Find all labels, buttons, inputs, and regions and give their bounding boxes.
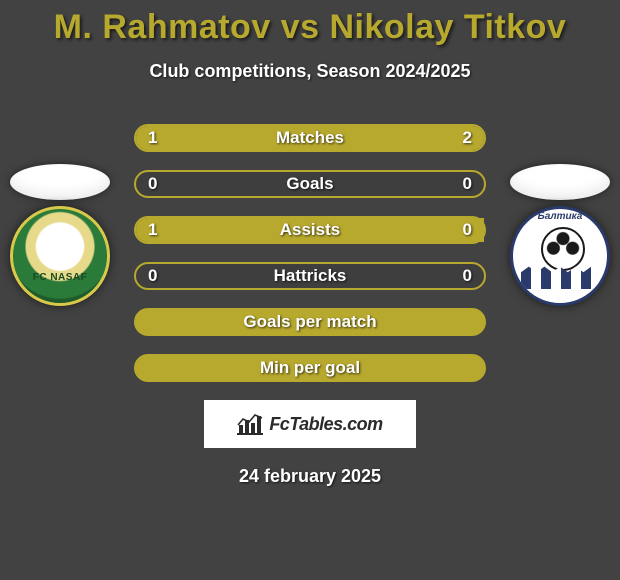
left-club-badge (10, 206, 110, 306)
brand-badge: FcTables.com (204, 400, 416, 448)
stat-label: Assists (136, 218, 484, 242)
player-right-area (510, 164, 610, 274)
stat-label: Min per goal (136, 356, 484, 380)
left-marker-ellipse (10, 164, 110, 200)
subtitle: Club competitions, Season 2024/2025 (0, 61, 620, 82)
brand-text: FcTables.com (269, 414, 382, 435)
stat-row: 0Hattricks0 (134, 262, 486, 290)
stat-row: 1Matches2 (134, 124, 486, 152)
stat-row: 1Assists0 (134, 216, 486, 244)
right-club-badge (510, 206, 610, 306)
stat-label: Matches (136, 126, 484, 150)
stat-rows: 1Matches20Goals01Assists00Hattricks0Goal… (134, 112, 486, 382)
comparison-card: M. Rahmatov vs Nikolay Titkov Club compe… (0, 0, 620, 580)
stat-value-right: 0 (463, 218, 472, 242)
player-left-area (10, 164, 110, 274)
stat-row: 0Goals0 (134, 170, 486, 198)
baltika-ball-icon (541, 227, 585, 271)
brand-chart-icon (237, 413, 263, 435)
stat-value-right: 0 (463, 264, 472, 288)
page-title: M. Rahmatov vs Nikolay Titkov (0, 0, 620, 47)
date-text: 24 february 2025 (0, 466, 620, 487)
content-area: 1Matches20Goals01Assists00Hattricks0Goal… (0, 112, 620, 487)
stat-label: Goals (136, 172, 484, 196)
stat-row: Goals per match (134, 308, 486, 336)
stat-label: Goals per match (136, 310, 484, 334)
stat-row: Min per goal (134, 354, 486, 382)
stat-value-right: 2 (463, 126, 472, 150)
right-marker-ellipse (510, 164, 610, 200)
stat-label: Hattricks (136, 264, 484, 288)
stat-value-right: 0 (463, 172, 472, 196)
